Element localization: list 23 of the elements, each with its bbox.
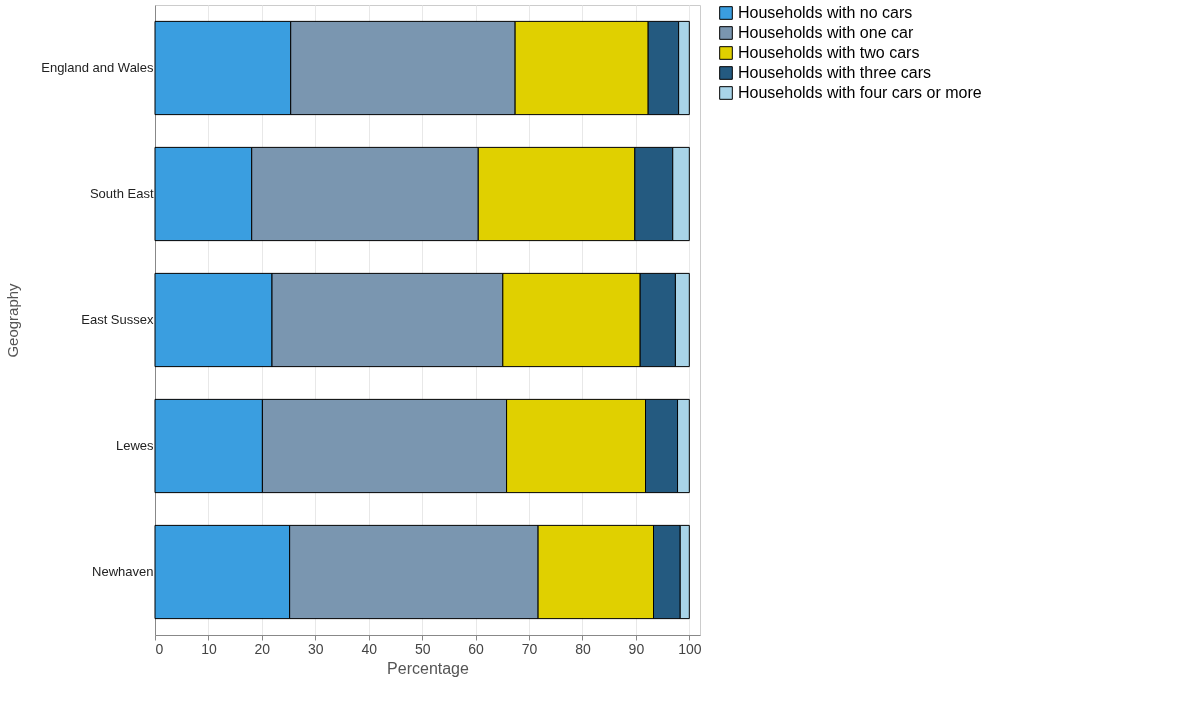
legend-label: Households with four cars or more — [738, 84, 982, 101]
y-tick-label: England and Wales — [41, 60, 154, 75]
legend-label: Households with one car — [738, 24, 914, 41]
y-tick-label: Newhaven — [92, 564, 154, 579]
legend-label: Households with no cars — [738, 4, 913, 21]
legend-label: Households with three cars — [738, 64, 931, 81]
x-tick-label: 20 — [254, 640, 271, 657]
x-tick-label: 0 — [155, 640, 164, 657]
y-tick-label: East Sussex — [81, 312, 154, 327]
legend-label: Households with two cars — [738, 44, 920, 61]
y-axis-title: Geography — [4, 282, 22, 358]
x-tick-label: 50 — [414, 640, 431, 657]
x-tick-label: 100 — [678, 640, 702, 657]
x-tick-label: 30 — [308, 640, 324, 657]
y-tick-label: South East — [89, 186, 154, 201]
x-tick-label: 10 — [201, 640, 217, 657]
x-tick-label: 90 — [628, 640, 645, 657]
x-tick-label: 60 — [468, 640, 485, 657]
x-axis-title: Percentage — [387, 659, 470, 677]
x-tick-label: 70 — [521, 640, 538, 657]
x-tick-label: 40 — [361, 640, 378, 657]
y-tick-label: Lewes — [115, 438, 154, 453]
x-tick-label: 80 — [575, 640, 591, 657]
